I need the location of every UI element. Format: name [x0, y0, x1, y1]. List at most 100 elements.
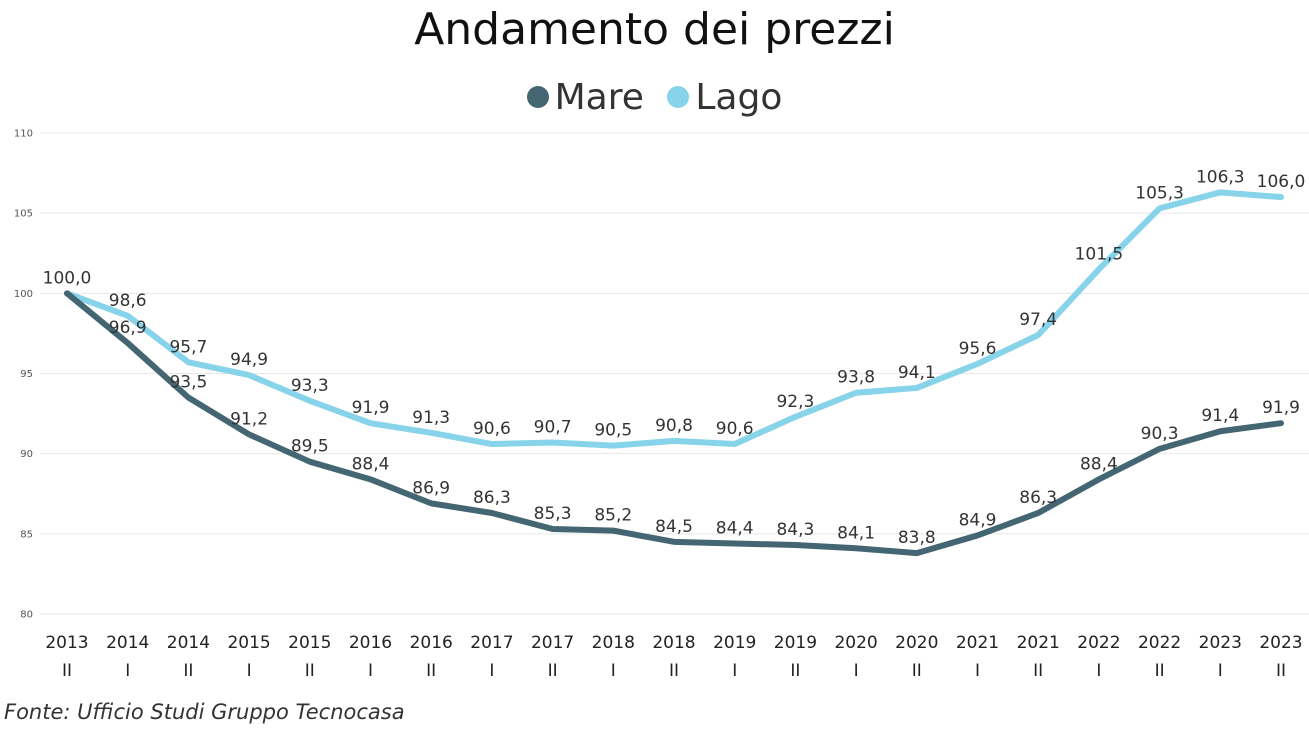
data-label-lago: 95,7 — [169, 337, 207, 357]
y-tick-label: 100 — [14, 289, 33, 300]
data-label-mare: 90,3 — [1141, 424, 1179, 444]
x-tick-year: 2016 — [410, 633, 453, 653]
data-label-lago: 90,7 — [534, 417, 572, 437]
data-label-lago: 91,3 — [412, 408, 450, 428]
legend-label-lago: Lago — [695, 76, 783, 118]
x-tick-half: II — [669, 661, 679, 681]
series-lines — [64, 189, 1284, 557]
y-axis: 80 85 90 95 100 105 110 — [14, 129, 33, 621]
x-tick-year: 2021 — [1017, 633, 1060, 653]
x-tick-year: 2022 — [1077, 633, 1120, 653]
x-tick-half: II — [305, 661, 315, 681]
x-tick-year: 2023 — [1199, 633, 1242, 653]
y-tick-label: 85 — [20, 529, 33, 540]
data-label-mare: 93,5 — [169, 373, 207, 393]
data-label-lago: 97,4 — [1019, 310, 1057, 330]
data-label-lago: 90,6 — [716, 419, 754, 439]
x-tick-half: II — [1033, 661, 1043, 681]
x-tick-year: 2023 — [1259, 633, 1302, 653]
data-label-lago: 101,5 — [1075, 244, 1124, 264]
data-label-lago: 93,3 — [291, 376, 329, 396]
x-tick-half: I — [975, 661, 980, 681]
data-label-lago: 106,3 — [1196, 167, 1245, 187]
data-label-mare: 84,5 — [655, 517, 693, 537]
legend-dot-lago — [667, 86, 690, 108]
x-tick-year: 2017 — [470, 633, 513, 653]
x-tick-half: I — [125, 661, 130, 681]
y-tick-label: 105 — [14, 209, 33, 220]
data-label-lago: 92,3 — [776, 392, 814, 412]
data-label-lago: 90,6 — [473, 419, 511, 439]
data-label-lago: 93,8 — [837, 368, 875, 388]
legend-label-mare: Mare — [554, 76, 644, 118]
data-label-mare: 88,4 — [1080, 454, 1118, 474]
x-tick-year: 2014 — [106, 633, 149, 653]
x-tick-half: I — [611, 661, 616, 681]
data-label-mare: 91,9 — [1262, 398, 1300, 418]
data-label-mare: 89,5 — [291, 437, 329, 457]
x-tick-half: I — [247, 661, 252, 681]
x-tick-half: I — [489, 661, 494, 681]
data-label-mare: 91,4 — [1201, 406, 1239, 426]
x-tick-half: II — [790, 661, 800, 681]
data-label-lago: 106,0 — [1257, 172, 1306, 192]
data-label-mare: 91,2 — [230, 409, 268, 429]
x-tick-half: I — [1096, 661, 1101, 681]
data-label-lago: 105,3 — [1135, 183, 1184, 203]
legend-dot-mare — [526, 86, 549, 108]
data-label-mare: 84,1 — [837, 523, 875, 543]
data-label-lago: 91,9 — [352, 398, 390, 418]
chart-legend: Mare Lago — [0, 76, 1309, 118]
data-label-mare: 85,2 — [594, 506, 632, 526]
chart-title: Andamento dei prezzi — [414, 4, 895, 55]
data-label-mare: 84,4 — [716, 518, 754, 538]
x-tick-half: II — [183, 661, 193, 681]
x-tick-year: 2015 — [288, 633, 331, 653]
data-label-lago: 90,8 — [655, 416, 693, 436]
x-tick-half: II — [1155, 661, 1165, 681]
data-label-mare: 88,4 — [352, 454, 390, 474]
x-tick-year: 2020 — [834, 633, 877, 653]
x-tick-year: 2018 — [652, 633, 695, 653]
x-tick-year: 2017 — [531, 633, 574, 653]
x-tick-year: 2014 — [167, 633, 210, 653]
x-tick-half: I — [368, 661, 373, 681]
legend-item-lago[interactable]: Lago — [667, 77, 782, 118]
data-label-mare: 100,0 — [43, 268, 92, 288]
data-label-mare: 85,3 — [534, 504, 572, 524]
y-tick-label: 80 — [20, 610, 33, 621]
data-label-lago: 90,5 — [594, 421, 632, 441]
data-labels: 100,0 96,9 93,5 91,2 89,5 88,4 86,9 86,3 85,3 85,… — [43, 167, 1306, 548]
legend-item-mare[interactable]: Mare — [526, 76, 644, 118]
data-label-mare: 96,9 — [109, 318, 147, 338]
x-tick-year: 2019 — [713, 633, 756, 653]
x-tick-year: 2013 — [45, 633, 88, 653]
x-tick-year: 2020 — [895, 633, 938, 653]
x-tick-half: II — [62, 661, 72, 681]
data-label-mare: 84,3 — [776, 520, 814, 540]
x-tick-year: 2015 — [227, 633, 270, 653]
x-tick-half: II — [426, 661, 436, 681]
x-tick-year: 2022 — [1138, 633, 1181, 653]
data-label-mare: 86,3 — [1019, 488, 1057, 508]
data-label-mare: 86,3 — [473, 488, 511, 508]
x-tick-year: 2019 — [774, 633, 817, 653]
data-label-lago: 94,9 — [230, 350, 268, 370]
source-note: Fonte: Ufficio Studi Gruppo Tecnocasa — [4, 700, 405, 724]
x-axis: 2013II2014I2014II2015I2015II2016I2016II2… — [45, 633, 1302, 681]
x-tick-half: I — [732, 661, 737, 681]
gridlines — [40, 132, 1309, 615]
x-tick-half: I — [1218, 661, 1223, 681]
data-label-lago: 95,6 — [959, 339, 997, 359]
x-tick-half: II — [912, 661, 922, 681]
data-label-mare: 84,9 — [959, 510, 997, 530]
x-tick-year: 2021 — [956, 633, 999, 653]
data-label-mare: 83,8 — [898, 528, 936, 548]
x-tick-year: 2016 — [349, 633, 392, 653]
x-tick-year: 2018 — [592, 633, 635, 653]
y-tick-label: 110 — [14, 129, 33, 140]
data-label-lago: 98,6 — [109, 291, 147, 311]
series-line-lago — [64, 189, 1284, 449]
y-tick-label: 95 — [20, 369, 33, 380]
